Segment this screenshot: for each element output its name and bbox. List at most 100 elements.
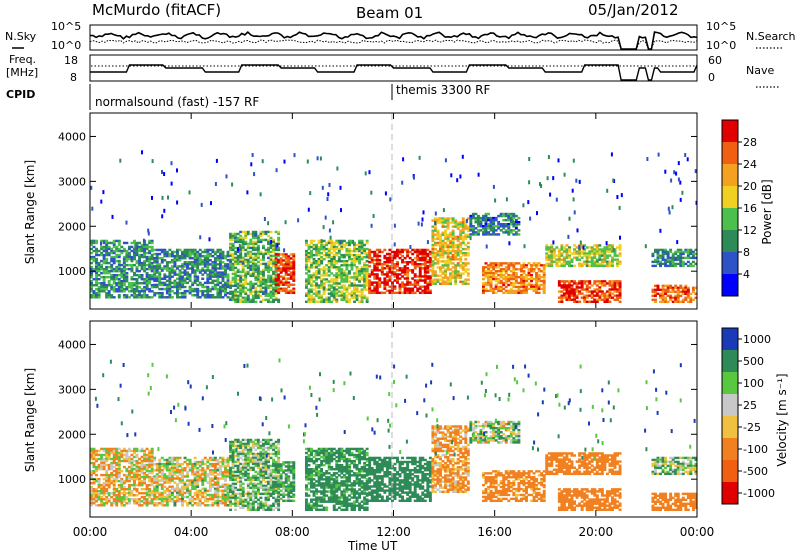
data-cell <box>135 463 139 467</box>
data-cell <box>315 270 319 273</box>
data-cell <box>244 264 248 268</box>
data-cell <box>492 227 496 230</box>
data-cell <box>322 239 326 243</box>
data-cell <box>456 276 460 279</box>
data-cell <box>439 239 442 243</box>
data-cell <box>426 291 430 295</box>
data-cell <box>125 457 129 461</box>
data-cell <box>413 279 417 282</box>
data-cell <box>193 287 197 291</box>
data-cell <box>135 267 139 271</box>
data-cell <box>117 265 121 269</box>
data-cell <box>251 262 255 266</box>
data-cell <box>102 498 106 501</box>
data-cell <box>130 463 134 467</box>
data-cell <box>191 267 195 270</box>
data-cell <box>95 498 98 501</box>
data-cell <box>191 479 195 482</box>
data-cell <box>120 286 124 289</box>
data-cell <box>497 266 501 269</box>
data-cell <box>92 500 96 503</box>
data-cell <box>203 261 207 264</box>
data-cell <box>117 455 121 459</box>
data-cell <box>439 282 442 286</box>
data-cell <box>130 471 134 475</box>
data-cell <box>423 281 427 284</box>
data-cell <box>679 258 683 262</box>
data-cell <box>689 298 693 302</box>
data-cell <box>426 252 430 256</box>
data-cell <box>259 262 263 266</box>
data-cell <box>494 216 498 220</box>
data-cell <box>317 260 321 263</box>
data-cell <box>547 254 551 257</box>
data-cell <box>289 275 293 278</box>
data-cell <box>499 281 503 285</box>
data-cell <box>122 241 126 245</box>
data-cell <box>259 232 263 236</box>
data-cell <box>277 246 281 250</box>
data-cell <box>178 281 182 285</box>
data-cell <box>378 248 382 252</box>
data-cell <box>244 286 248 290</box>
data-cell <box>456 223 460 226</box>
data-cell <box>426 281 430 284</box>
data-cell <box>512 285 516 289</box>
data-cell <box>292 263 296 266</box>
data-cell <box>148 280 152 283</box>
data-cell <box>140 294 144 297</box>
data-cell <box>494 279 498 283</box>
velocity-data-layer <box>90 358 698 512</box>
data-cell <box>216 273 220 276</box>
data-cell <box>102 463 106 467</box>
data-cell <box>110 467 114 471</box>
data-cell <box>484 262 488 265</box>
data-cell <box>353 243 356 247</box>
data-cell <box>115 477 119 481</box>
data-cell <box>100 502 104 505</box>
data-cell <box>527 287 531 291</box>
scatter-dot <box>259 192 262 197</box>
data-cell <box>573 298 576 301</box>
data-cell <box>676 258 680 262</box>
data-cell <box>198 259 202 262</box>
data-cell <box>130 483 134 487</box>
data-cell <box>583 250 587 253</box>
data-cell <box>170 471 174 474</box>
data-cell <box>191 281 195 285</box>
data-cell <box>213 261 217 264</box>
data-cell <box>355 276 359 279</box>
data-cell <box>330 251 334 255</box>
data-cell <box>277 238 281 242</box>
data-cell <box>122 288 126 291</box>
data-cell <box>603 300 607 304</box>
data-cell <box>439 260 442 263</box>
data-cell <box>120 492 124 495</box>
data-cell <box>292 267 296 270</box>
nave-label: Nave <box>746 64 774 77</box>
data-cell <box>110 259 114 263</box>
data-cell <box>198 473 202 476</box>
data-cell <box>464 280 468 284</box>
data-cell <box>102 253 106 257</box>
data-cell <box>340 260 344 263</box>
data-cell <box>492 233 496 236</box>
data-cell <box>168 287 172 291</box>
data-cell <box>186 473 190 476</box>
data-cell <box>312 284 316 287</box>
data-cell <box>112 273 116 277</box>
data-cell <box>350 266 354 269</box>
data-cell <box>358 280 362 283</box>
data-cell <box>218 263 222 266</box>
data-cell <box>380 291 384 295</box>
data-cell <box>431 225 435 228</box>
data-cell <box>580 286 584 289</box>
data-cell <box>127 251 131 255</box>
data-cell <box>274 230 278 234</box>
data-cell <box>102 290 106 293</box>
data-cell <box>272 264 276 268</box>
data-cell <box>110 479 114 483</box>
data-cell <box>509 231 513 234</box>
data-cell <box>585 280 589 283</box>
data-cell <box>246 282 250 286</box>
